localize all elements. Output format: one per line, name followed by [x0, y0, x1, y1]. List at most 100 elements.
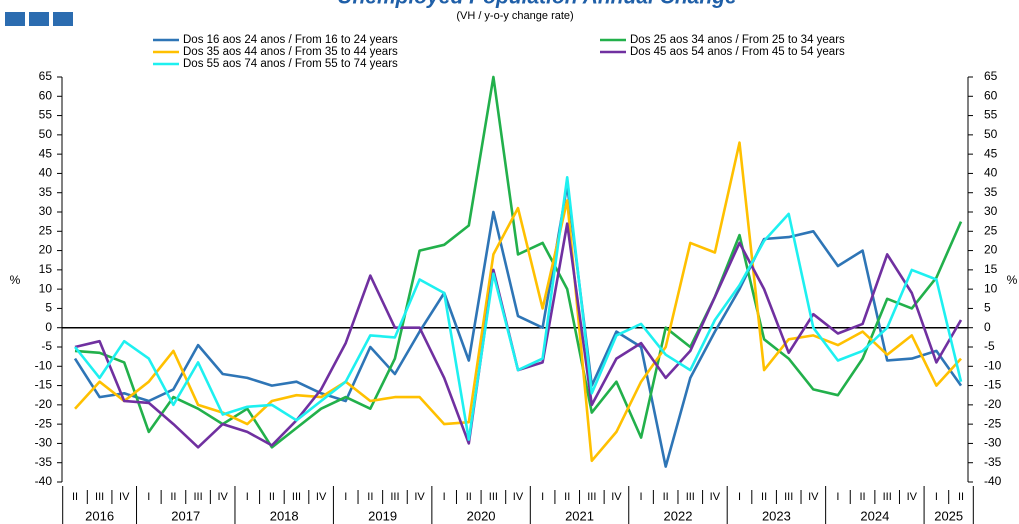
y2-tick-label: -10: [984, 358, 1002, 372]
x-tick-label: IV: [513, 491, 524, 503]
legend-label: Dos 35 aos 44 anos / From 35 to 44 years: [183, 46, 398, 58]
x-tick-label: II: [564, 491, 570, 503]
logo-block: [29, 12, 49, 26]
y-tick-label: -40: [35, 474, 53, 488]
x-year-label: 2019: [368, 508, 397, 523]
x-tick-label: IV: [611, 491, 622, 503]
y-tick-label: 25: [39, 223, 53, 237]
x-tick-label: III: [193, 491, 202, 503]
y2-tick-label: -5: [984, 339, 995, 353]
x-tick-label: II: [367, 491, 373, 503]
y2-tick-label: 5: [984, 301, 991, 315]
x-tick-label: I: [836, 491, 839, 503]
y2-tick-label: 50: [984, 127, 998, 141]
x-year-label: 2025: [934, 508, 963, 523]
legend-label: Dos 16 aos 24 anos / From 16 to 24 years: [183, 34, 398, 46]
y2-tick-label: 25: [984, 223, 998, 237]
x-tick-label: II: [466, 491, 472, 503]
y-tick-label: 5: [45, 301, 52, 315]
y-tick-label: -30: [35, 436, 53, 450]
y-axis-label: %: [10, 273, 21, 287]
x-tick-label: I: [541, 491, 544, 503]
x-tick-label: IV: [907, 491, 918, 503]
series-line: [74, 75, 963, 449]
x-tick-label: II: [663, 491, 669, 503]
chart-title: Unemployed Population Annual Change: [337, 0, 737, 9]
x-tick-label: III: [883, 491, 892, 503]
x-tick-label: II: [269, 491, 275, 503]
x-tick-label: III: [587, 491, 596, 503]
x-tick-label: II: [859, 491, 865, 503]
x-tick-label: I: [640, 491, 643, 503]
legend-label: Dos 55 aos 74 anos / From 55 to 74 years: [183, 58, 398, 70]
x-year-label: 2017: [171, 508, 200, 523]
y2-tick-label: 20: [984, 243, 998, 257]
y-tick-label: 40: [39, 166, 53, 180]
y2-axis-label: %: [1007, 273, 1018, 287]
x-year-label: 2024: [860, 508, 889, 523]
y-tick-label: -35: [35, 455, 53, 469]
series-line: [74, 141, 962, 463]
legend-label: Dos 45 aos 54 anos / From 45 to 54 years: [630, 46, 845, 58]
logo-block: [5, 12, 25, 26]
y2-tick-label: -15: [984, 378, 1002, 392]
legend-label: Dos 25 aos 34 anos / From 25 to 34 years: [630, 34, 845, 46]
x-tick-label: IV: [808, 491, 819, 503]
y-tick-label: -5: [41, 339, 52, 353]
x-tick-label: III: [390, 491, 399, 503]
x-year-label: 2016: [85, 508, 114, 523]
x-year-label: 2021: [565, 508, 594, 523]
y2-tick-label: 40: [984, 166, 998, 180]
series-line: [73, 176, 963, 441]
y2-tick-label: 10: [984, 281, 998, 295]
x-tick-label: IV: [119, 491, 130, 503]
y2-tick-label: 65: [984, 69, 998, 83]
y-tick-label: 50: [39, 127, 53, 141]
x-tick-label: II: [72, 491, 78, 503]
x-tick-label: I: [344, 491, 347, 503]
y-tick-label: 30: [39, 204, 53, 218]
x-tick-label: IV: [710, 491, 721, 503]
x-tick-label: II: [958, 491, 964, 503]
y-tick-label: 65: [39, 69, 53, 83]
x-tick-label: I: [443, 491, 446, 503]
y-tick-label: 10: [39, 281, 53, 295]
y2-tick-label: 35: [984, 185, 998, 199]
y-tick-label: -15: [35, 378, 53, 392]
y-tick-label: 35: [39, 185, 53, 199]
x-tick-label: I: [147, 491, 150, 503]
x-year-label: 2018: [270, 508, 299, 523]
x-tick-label: I: [738, 491, 741, 503]
y-tick-label: 20: [39, 243, 53, 257]
series-line: [73, 183, 963, 468]
x-tick-label: III: [784, 491, 793, 503]
x-year-label: 2022: [664, 508, 693, 523]
x-year-label: 2023: [762, 508, 791, 523]
y-tick-label: -20: [35, 397, 53, 411]
y2-tick-label: 0: [984, 320, 991, 334]
y2-tick-label: 60: [984, 88, 998, 102]
y-tick-label: 55: [39, 108, 53, 122]
y2-tick-label: 30: [984, 204, 998, 218]
y2-tick-label: 45: [984, 146, 998, 160]
y-tick-label: -25: [35, 416, 53, 430]
x-tick-label: III: [489, 491, 498, 503]
y2-tick-label: -25: [984, 416, 1002, 430]
x-tick-label: IV: [217, 491, 228, 503]
x-tick-label: II: [761, 491, 767, 503]
x-tick-label: III: [686, 491, 695, 503]
y2-tick-label: -20: [984, 397, 1002, 411]
chart-subtitle: (VH / y-o-y change rate): [456, 10, 573, 22]
x-tick-label: I: [935, 491, 938, 503]
y2-tick-label: -40: [984, 474, 1002, 488]
x-tick-label: IV: [414, 491, 425, 503]
y2-tick-label: 55: [984, 108, 998, 122]
y2-tick-label: -30: [984, 436, 1002, 450]
y-tick-label: 60: [39, 88, 53, 102]
x-tick-label: III: [95, 491, 104, 503]
y2-tick-label: -35: [984, 455, 1002, 469]
x-tick-label: II: [170, 491, 176, 503]
y-tick-label: 0: [45, 320, 52, 334]
